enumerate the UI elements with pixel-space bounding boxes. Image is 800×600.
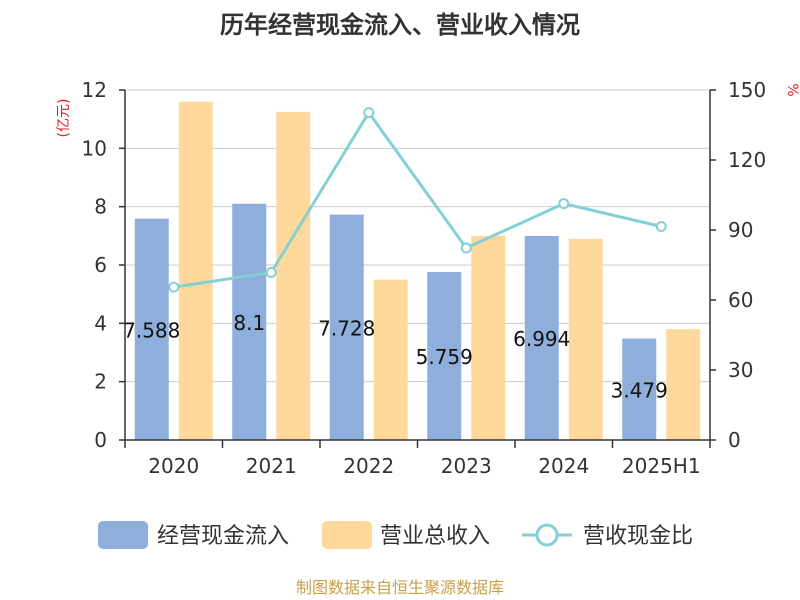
bar-cashflow-2020 <box>134 218 169 440</box>
x-tick-label-2024: 2024 <box>538 454 589 478</box>
data-label-cashflow-2025H1: 3.479 <box>611 378 668 402</box>
y-right-tick-label-0: 0 <box>728 428 741 452</box>
x-tick-label-2023: 2023 <box>441 454 492 478</box>
bar-revenue-2024 <box>568 238 603 440</box>
grid-lines <box>125 89 710 383</box>
bar-revenue-2021 <box>276 111 311 440</box>
bar-cashflow-2025H1 <box>622 338 657 440</box>
y-right-tick-label-2: 60 <box>728 288 753 312</box>
bar-cashflow-2024 <box>524 236 559 440</box>
legend-swatch-revenue <box>322 521 372 549</box>
legend-label-ratio: 营收现金比 <box>583 524 693 549</box>
x-tick-label-2021: 2021 <box>246 454 297 478</box>
legend-swatch-cashflow <box>98 521 148 549</box>
x-tick-label-2020: 2020 <box>148 454 199 478</box>
chart-title: 历年经营现金流入、营业收入情况 <box>220 11 580 39</box>
point-ratio-2021 <box>265 266 277 278</box>
data-label-cashflow-2020: 7.588 <box>123 318 180 342</box>
y-left-tick-label-5: 10 <box>82 136 107 160</box>
y-left-tick-label-6: 12 <box>82 78 107 102</box>
legend-label-revenue: 营业总收入 <box>380 524 490 549</box>
legend-marker-ratio <box>535 523 559 547</box>
data-label-cashflow-2021: 8.1 <box>233 311 265 335</box>
bar-revenue-2025H1 <box>666 329 701 440</box>
bar-revenue-2023 <box>471 235 506 440</box>
y-left-tick-label-3: 6 <box>94 253 107 277</box>
point-ratio-2023 <box>460 242 472 254</box>
point-ratio-2022 <box>363 107 375 119</box>
x-tick-label-2025H1: 2025H1 <box>622 454 701 478</box>
y-left-tick-label-4: 8 <box>94 195 107 219</box>
data-labels-group: 7.588 8.1 7.728 5.759 6.994 3.479 <box>123 311 668 402</box>
bar-revenue-2022 <box>373 279 408 440</box>
point-ratio-2024 <box>558 198 570 210</box>
bar-cashflow-2021 <box>232 203 267 440</box>
bar-cashflow-2022 <box>329 214 364 440</box>
x-tick-label-2022: 2022 <box>343 454 394 478</box>
line-ratio <box>173 109 662 289</box>
data-label-cashflow-2022: 7.728 <box>318 316 375 340</box>
y-left-tick-label-0: 0 <box>94 428 107 452</box>
y-right-tick-label-5: 150 <box>728 78 766 102</box>
y-right-tick-label-1: 30 <box>728 358 753 382</box>
bars-group <box>134 101 701 441</box>
point-ratio-2020 <box>168 281 180 293</box>
line-series-group <box>168 107 667 293</box>
point-ratio-2025H1 <box>655 221 667 232</box>
data-label-cashflow-2024: 6.994 <box>513 327 570 351</box>
legend: 经营现金流入 营业总收入 营收现金比 <box>98 521 693 549</box>
y-right-axis-label: % <box>784 83 800 96</box>
y-right-tick-label-3: 90 <box>728 218 753 242</box>
source-note: 制图数据来自恒生聚源数据库 <box>296 578 504 597</box>
y-left-tick-label-1: 2 <box>94 370 107 394</box>
y-left-axis-label: (亿元) <box>56 99 72 138</box>
data-label-cashflow-2023: 5.759 <box>416 345 473 369</box>
legend-label-cashflow: 经营现金流入 <box>157 524 289 549</box>
bar-cashflow-2023 <box>427 272 462 440</box>
y-left-tick-label-2: 4 <box>94 311 107 335</box>
y-right-tick-label-4: 120 <box>728 148 766 172</box>
bar-revenue-2020 <box>178 101 213 441</box>
